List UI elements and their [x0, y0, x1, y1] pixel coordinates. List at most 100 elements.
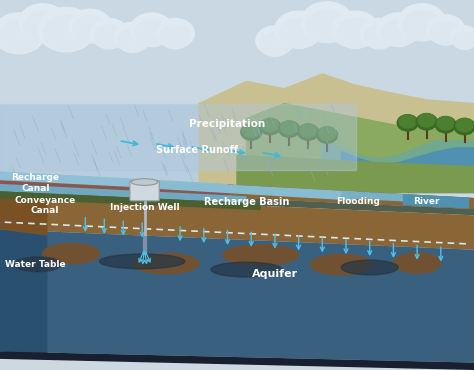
Polygon shape: [0, 352, 47, 355]
Polygon shape: [246, 104, 474, 192]
Polygon shape: [0, 172, 474, 209]
Circle shape: [19, 4, 66, 41]
Circle shape: [300, 124, 317, 137]
Ellipse shape: [341, 260, 398, 275]
Circle shape: [256, 26, 294, 56]
Polygon shape: [322, 141, 474, 192]
Polygon shape: [0, 194, 474, 250]
Ellipse shape: [211, 262, 282, 277]
Circle shape: [399, 115, 416, 128]
Text: Surface Runoff: Surface Runoff: [155, 145, 238, 155]
Ellipse shape: [131, 179, 158, 185]
Circle shape: [279, 121, 300, 137]
Ellipse shape: [393, 253, 441, 273]
Circle shape: [398, 4, 446, 41]
Circle shape: [260, 33, 290, 56]
Circle shape: [427, 15, 465, 44]
Polygon shape: [0, 352, 474, 370]
Circle shape: [73, 16, 107, 43]
Ellipse shape: [223, 245, 299, 265]
Polygon shape: [133, 179, 356, 201]
Circle shape: [397, 115, 418, 131]
Polygon shape: [0, 172, 47, 194]
Circle shape: [364, 25, 394, 49]
Circle shape: [454, 118, 474, 135]
Polygon shape: [237, 155, 474, 192]
Circle shape: [332, 11, 379, 48]
FancyBboxPatch shape: [130, 181, 159, 201]
Ellipse shape: [43, 243, 100, 264]
Circle shape: [94, 25, 124, 49]
Circle shape: [130, 13, 173, 46]
Circle shape: [243, 124, 260, 137]
Circle shape: [69, 9, 111, 43]
Polygon shape: [0, 229, 47, 355]
Circle shape: [298, 124, 319, 140]
Polygon shape: [0, 181, 228, 196]
Circle shape: [90, 18, 128, 48]
Ellipse shape: [133, 253, 199, 274]
Circle shape: [450, 26, 474, 48]
Text: Recharge Basin: Recharge Basin: [204, 196, 289, 207]
Polygon shape: [0, 104, 356, 170]
Circle shape: [262, 118, 279, 132]
Circle shape: [275, 11, 322, 48]
Text: Aquifer: Aquifer: [252, 269, 298, 279]
Text: Conveyance
Canal: Conveyance Canal: [14, 196, 76, 215]
Polygon shape: [341, 191, 417, 202]
Circle shape: [44, 16, 89, 51]
Circle shape: [280, 18, 318, 48]
Ellipse shape: [100, 254, 185, 269]
Circle shape: [156, 18, 194, 48]
Ellipse shape: [14, 257, 62, 272]
Circle shape: [281, 121, 298, 134]
Polygon shape: [0, 171, 228, 192]
Circle shape: [317, 127, 337, 143]
Circle shape: [301, 2, 353, 43]
Polygon shape: [0, 184, 246, 203]
Circle shape: [381, 20, 415, 47]
Circle shape: [416, 114, 437, 130]
Bar: [0, 0, 474, 104]
Polygon shape: [0, 191, 261, 210]
Ellipse shape: [310, 255, 372, 275]
Circle shape: [260, 118, 281, 135]
Circle shape: [377, 13, 419, 46]
Circle shape: [0, 21, 40, 53]
Bar: [0, 0, 474, 192]
Text: Recharge
Canal: Recharge Canal: [11, 174, 60, 193]
Text: Precipitation: Precipitation: [190, 119, 265, 129]
Polygon shape: [0, 172, 474, 209]
Circle shape: [456, 118, 473, 132]
Polygon shape: [0, 187, 47, 201]
Circle shape: [360, 18, 398, 48]
Text: River: River: [413, 197, 440, 206]
Polygon shape: [0, 187, 474, 215]
Circle shape: [24, 11, 62, 41]
Circle shape: [403, 11, 441, 41]
Polygon shape: [403, 194, 469, 209]
Circle shape: [430, 21, 461, 45]
Circle shape: [135, 20, 169, 47]
Polygon shape: [0, 182, 228, 197]
Circle shape: [160, 25, 191, 49]
Polygon shape: [341, 148, 474, 192]
Text: Flooding: Flooding: [336, 197, 380, 206]
Polygon shape: [199, 74, 474, 192]
Circle shape: [241, 124, 262, 140]
Circle shape: [118, 29, 148, 53]
Circle shape: [306, 10, 348, 42]
Circle shape: [437, 117, 454, 130]
Polygon shape: [0, 194, 47, 236]
Circle shape: [114, 22, 152, 52]
Circle shape: [38, 7, 95, 52]
Circle shape: [453, 32, 474, 50]
Circle shape: [0, 13, 45, 54]
Circle shape: [319, 127, 336, 140]
Circle shape: [337, 18, 374, 48]
Text: Injection Well: Injection Well: [110, 203, 179, 212]
Polygon shape: [0, 229, 474, 363]
Text: Water Table: Water Table: [5, 260, 66, 269]
Circle shape: [418, 114, 435, 127]
Circle shape: [435, 117, 456, 133]
